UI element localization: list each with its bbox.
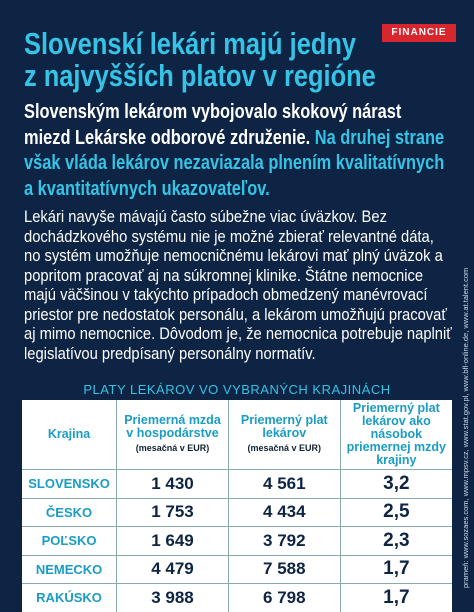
table-row: SLOVENSKO 1 430 4 561 3,2 <box>22 469 452 498</box>
column-label: Krajina <box>47 427 91 441</box>
column-header: Priemerný plat lekárov ako násobok priem… <box>340 400 452 470</box>
lead-cyan: Na druhej strane však vláda lekárov neza… <box>24 126 445 200</box>
cell: 1,7 <box>340 583 452 612</box>
country: SLOVENSKO <box>22 469 118 498</box>
cell: 7 588 <box>228 554 341 584</box>
title-line: Slovenskí lekári majú jedny <box>24 26 357 61</box>
cell: 1,7 <box>340 554 452 584</box>
table-row: RAKÚSKO 3 988 6 798 1,7 <box>22 583 452 612</box>
cell: 3 988 <box>116 583 229 612</box>
country: POĽSKO <box>22 526 118 555</box>
column-label: Priemerný plat lekárov ako násobok priem… <box>346 401 447 467</box>
title-line: z najvyšších platov v regióne <box>24 58 376 93</box>
column-note: (mesačná v EUR) <box>135 443 210 453</box>
page: FINANCIE Slovenskí lekári majú jedny z n… <box>22 24 470 612</box>
table-row: POĽSKO 1 649 3 792 2,3 <box>22 526 452 555</box>
badge: FINANCIE <box>382 24 456 42</box>
cell: 6 798 <box>228 583 341 612</box>
cell: 1 430 <box>116 469 229 498</box>
country: NEMECKO <box>22 554 118 584</box>
column-label: Priemerná mzda v hospodárstve <box>124 413 221 440</box>
country: RAKÚSKO <box>22 583 118 612</box>
cell: 1 753 <box>116 497 229 527</box>
cell: 2,3 <box>340 526 452 555</box>
cell: 3,2 <box>340 469 452 498</box>
column-label: Priemerný plat lekárov <box>240 413 328 440</box>
table-row: NEMECKO 4 479 7 588 1,7 <box>22 554 452 584</box>
table-row: ČESKO 1 753 4 434 2,5 <box>22 497 452 527</box>
table: Krajina Priemerná mzda v hospodárstve (mes… <box>22 400 452 612</box>
cell: 1 649 <box>116 526 229 555</box>
lead: Slovenským lekárom vybojovalo skokový ná… <box>24 100 450 202</box>
column-note: (mesačná v EUR) <box>247 443 322 453</box>
title: Slovenskí lekári majú jedny z najvyšších… <box>24 28 376 92</box>
body-text: Lekári navyše mávajú často súbežne viac … <box>24 208 452 363</box>
table-title: PLATY LEKÁROV VO VYBRANÝCH KRAJINÁCH <box>83 382 391 397</box>
cell: 2,5 <box>340 497 452 527</box>
cell: 4 479 <box>116 554 229 584</box>
source: prameň: www.sozaes.com, www.mpsv.cz, www… <box>461 267 470 588</box>
column-header: Priemerná mzda v hospodárstve (mesačná v … <box>116 400 229 470</box>
cell: 4 434 <box>228 497 341 527</box>
column-header: Priemerný plat lekárov (mesačná v EUR) <box>228 400 341 470</box>
cell: 3 792 <box>228 526 341 555</box>
country: ČESKO <box>22 497 118 527</box>
column-header: Krajina <box>22 400 118 470</box>
lead-white: Slovenským lekárom vybojovalo skokový ná… <box>24 101 402 149</box>
cell: 4 561 <box>228 469 341 498</box>
